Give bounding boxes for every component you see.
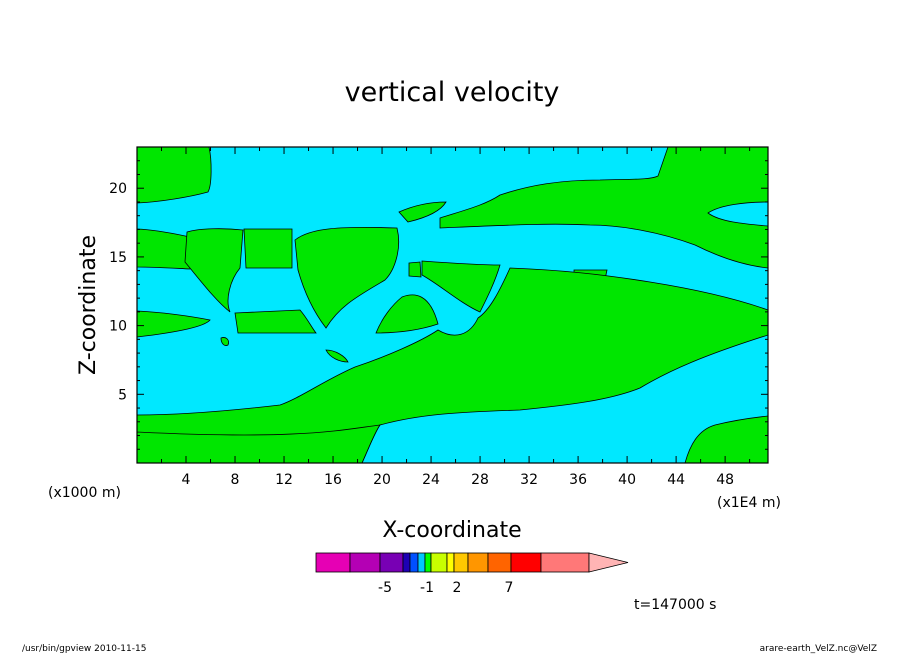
colorbar-segment: [510, 552, 542, 573]
footer-left: /usr/bin/gpview 2010-11-15: [22, 644, 146, 654]
chart-title: vertical velocity: [345, 77, 560, 108]
colorbar-segment: [430, 552, 448, 573]
x-tick-label: 20: [373, 472, 391, 488]
positive-regions: [136, 146, 769, 464]
colorbar-label: 7: [505, 580, 514, 596]
time-label: t=147000 s: [634, 597, 716, 613]
colorbar-segment: [379, 552, 404, 573]
positive-region-dot-a: [220, 337, 229, 346]
x-unit-left: (x1000 m): [48, 485, 121, 501]
x-ticks: 4 8 12 16 20 24 28 32 36 40 44 48: [161, 147, 751, 488]
colorbar-segment: [349, 552, 381, 573]
positive-region-bottom-right: [684, 415, 769, 464]
colorbar-labels: -5 -1 2 7: [378, 580, 513, 596]
colorbar-segment: [446, 552, 455, 573]
positive-region-cell-e: [375, 294, 439, 334]
y-tick-label: 5: [118, 387, 127, 403]
colorbar-segment: [540, 552, 590, 573]
positive-region-top-left: [136, 146, 212, 204]
positive-region-cell-b: [243, 228, 293, 269]
x-unit-right: (x1E4 m): [717, 495, 781, 511]
plot-frame: [136, 146, 769, 464]
colorbar-label: -1: [420, 580, 434, 596]
colorbar-segment: [409, 552, 419, 573]
y-axis-label: Z-coordinate: [76, 235, 101, 375]
x-axis-label: X-coordinate: [382, 518, 521, 543]
x-tick-label: 16: [324, 472, 342, 488]
positive-region-small-cell: [398, 201, 447, 223]
positive-region-dot-b: [325, 349, 349, 363]
x-tick-label: 44: [667, 472, 685, 488]
positive-region-upper-ridge: [439, 146, 769, 269]
colorbar-segment: [315, 552, 351, 573]
x-tick-label: 8: [231, 472, 240, 488]
positive-region-left-band: [136, 228, 191, 270]
x-tick-label: 24: [422, 472, 440, 488]
colorbar: [315, 552, 629, 573]
positive-region-spike: [408, 261, 422, 278]
colorbar-segment: [487, 552, 512, 573]
colorbar-segment: [402, 552, 411, 573]
positive-region-lower-left: [136, 424, 381, 464]
colorbar-segment: [417, 552, 426, 573]
colorbar-arrow: [588, 552, 629, 573]
y-ticks: 5 10 15 20: [109, 160, 768, 450]
colorbar-segment: [467, 552, 489, 573]
colorbar-label: 2: [453, 580, 462, 596]
x-tick-label: 48: [716, 472, 734, 488]
x-tick-label: 32: [520, 472, 538, 488]
footer-right: arare-earth_VelZ.nc@VelZ: [760, 644, 877, 654]
positive-region-cell-a: [184, 228, 244, 313]
y-tick-label: 10: [109, 319, 127, 335]
positive-region-cell-d: [421, 260, 501, 313]
x-tick-label: 12: [275, 472, 293, 488]
x-tick-label: 4: [182, 472, 191, 488]
x-tick-label: 40: [618, 472, 636, 488]
x-tick-label: 36: [569, 472, 587, 488]
colorbar-segment: [424, 552, 432, 573]
colorbar-label: -5: [378, 580, 392, 596]
positive-region-dome: [294, 226, 400, 329]
colorbar-segment: [453, 552, 469, 573]
positive-region-cell-c: [234, 309, 317, 334]
y-tick-label: 20: [109, 181, 127, 197]
positive-region-left-mid: [136, 310, 211, 338]
x-tick-label: 28: [471, 472, 489, 488]
positive-region-main: [136, 267, 769, 464]
y-tick-label: 15: [109, 250, 127, 266]
